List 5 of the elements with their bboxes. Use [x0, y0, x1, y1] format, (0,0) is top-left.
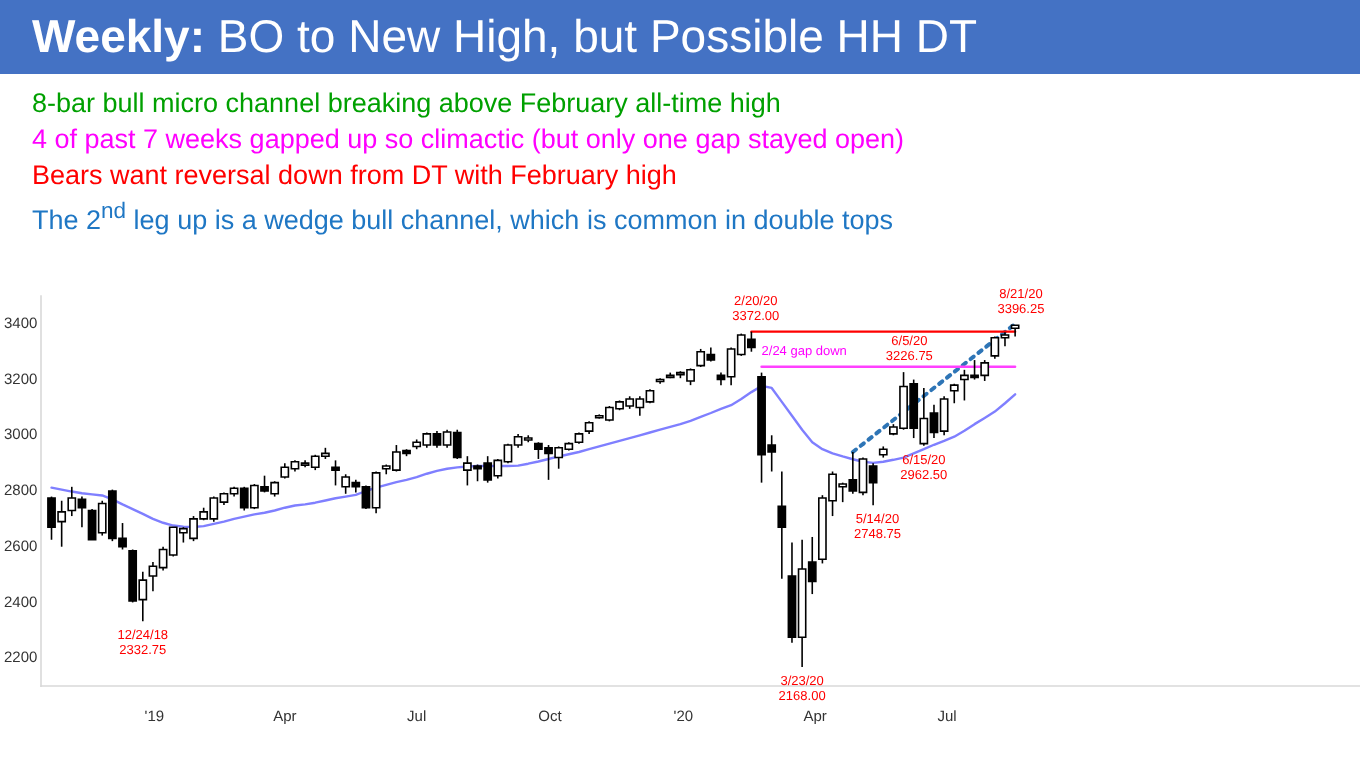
text: 8-bar bull micro channel breaking above February all-time high [32, 86, 783, 122]
text: The 2$^{nd}$ leg up is a wedge bull channel, which is common in double tops [32, 198, 896, 239]
text: Bears want reversal down from DT with February high [32, 158, 679, 194]
chart-title: Weekly: BO to New High, but Possible HH DT [32, 10, 978, 64]
text: 4 of past 7 weeks gapped up so climactic (but only one gap stayed open) [32, 122, 905, 158]
